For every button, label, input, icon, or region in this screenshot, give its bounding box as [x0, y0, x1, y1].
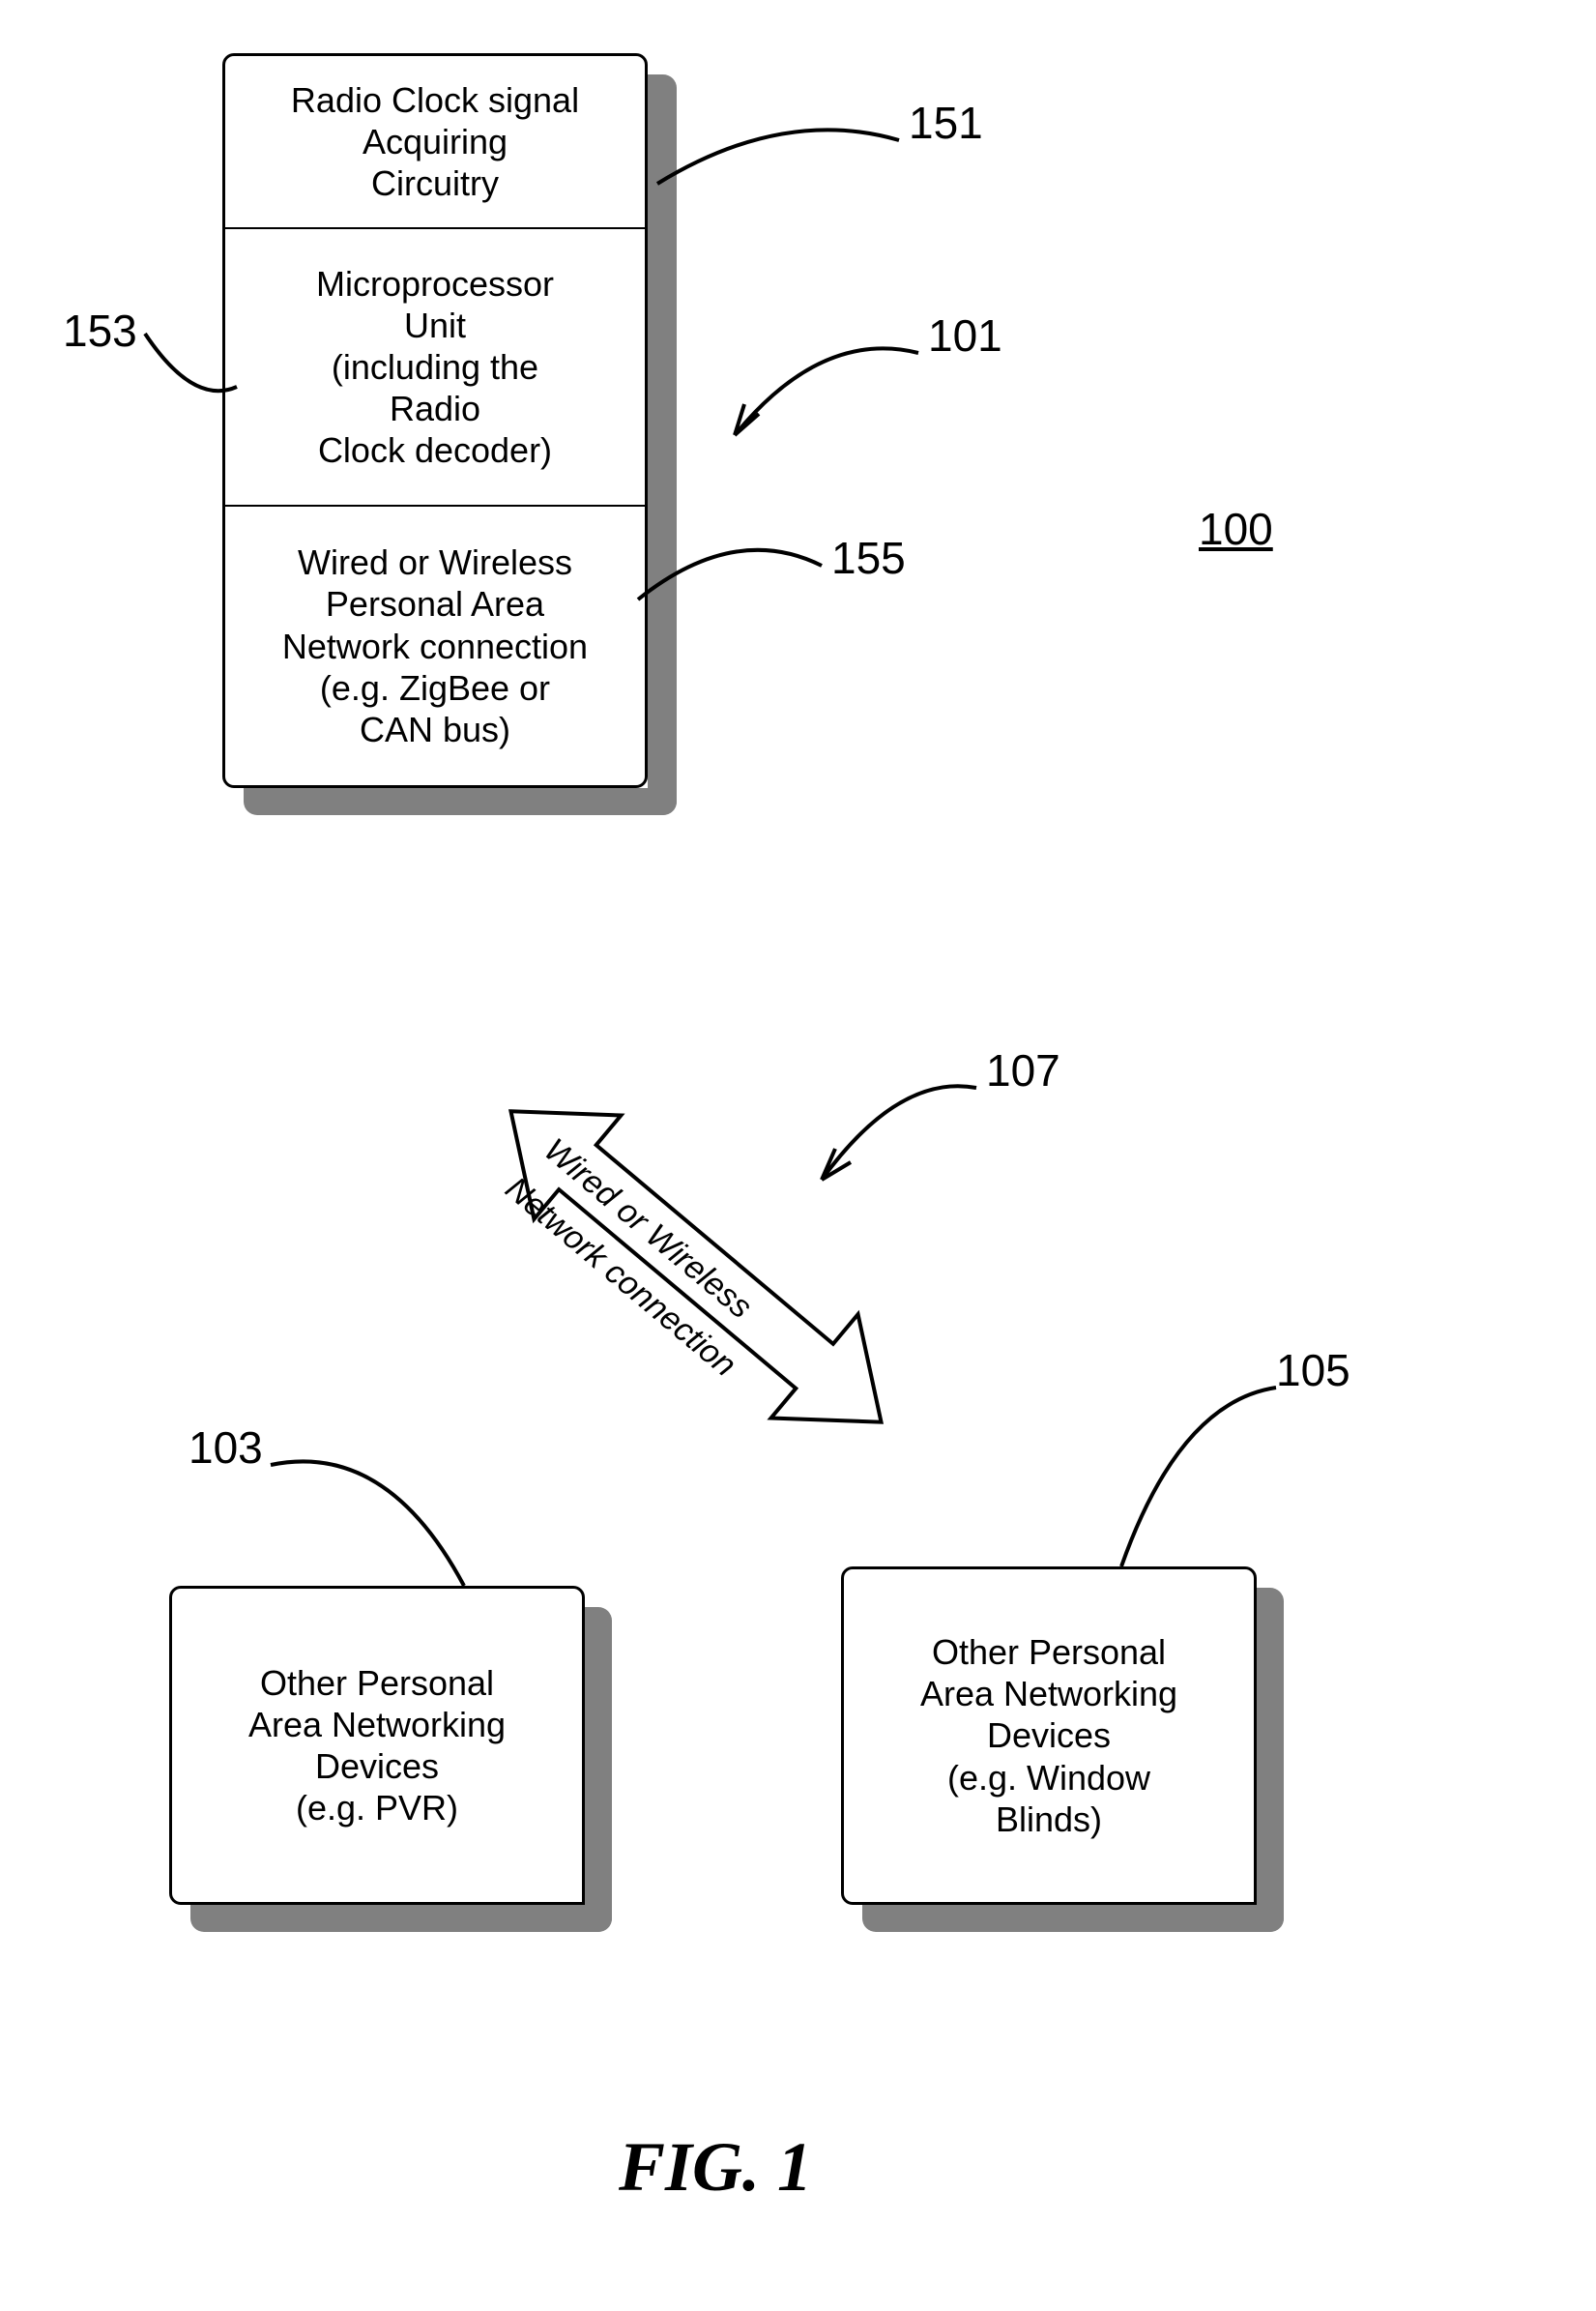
leader-155 — [648, 541, 841, 619]
label-151: 151 — [909, 97, 983, 149]
label-107: 107 — [986, 1044, 1060, 1097]
device-right-text: Other PersonalArea NetworkingDevices(e.g… — [920, 1631, 1177, 1840]
label-101: 101 — [928, 309, 1002, 362]
figure-caption: FIG. 1 — [619, 2127, 812, 2208]
stack-row-2: Wired or WirelessPersonal AreaNetwork co… — [225, 507, 645, 785]
leader-107 — [802, 1073, 996, 1189]
stack-row-1: MicroprocessorUnit(including theRadioClo… — [225, 229, 645, 508]
label-103: 103 — [189, 1421, 263, 1474]
stack-row-0-text: Radio Clock signalAcquiringCircuitry — [291, 79, 579, 205]
label-155: 155 — [831, 532, 906, 584]
figure-number: 100 — [1199, 503, 1273, 555]
stack-row-0: Radio Clock signalAcquiringCircuitry — [225, 56, 645, 229]
device-right: Other PersonalArea NetworkingDevices(e.g… — [841, 1566, 1286, 1934]
device-left: Other PersonalArea NetworkingDevices(e.g… — [169, 1586, 614, 1934]
stack-row-2-text: Wired or WirelessPersonal AreaNetwork co… — [282, 541, 588, 750]
label-153: 153 — [63, 305, 137, 357]
leader-101 — [706, 338, 938, 454]
stack-row-1-text: MicroprocessorUnit(including theRadioClo… — [316, 263, 554, 472]
leader-151 — [657, 126, 909, 222]
leader-153 — [145, 309, 261, 425]
leader-103 — [271, 1450, 483, 1595]
stack-box: Radio Clock signalAcquiringCircuitry Mic… — [222, 53, 677, 817]
device-left-text: Other PersonalArea NetworkingDevices(e.g… — [248, 1662, 506, 1829]
leader-105 — [1121, 1383, 1315, 1576]
